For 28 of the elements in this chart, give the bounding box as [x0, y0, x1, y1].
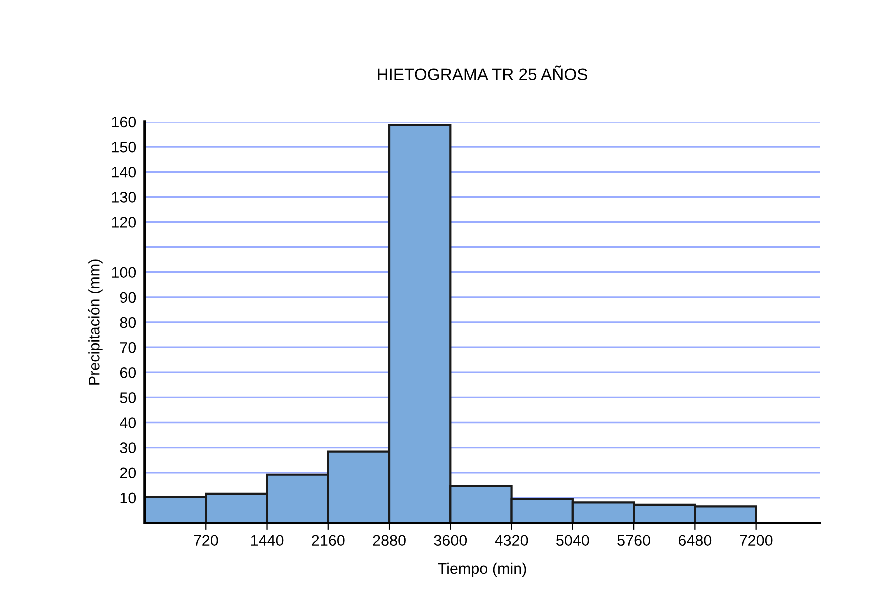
- y-axis-title: Precipitación (mm): [88, 260, 103, 385]
- x-tick-label: 720: [194, 535, 218, 546]
- y-tick-label: 150: [112, 142, 136, 153]
- y-tick-label: 50: [120, 392, 136, 404]
- y-tick-label: 60: [120, 367, 136, 378]
- x-tick-label: 2160: [312, 535, 345, 546]
- x-tick-label: 5760: [618, 535, 650, 546]
- x-tick-label: 2880: [373, 535, 406, 546]
- y-tick-label: 100: [112, 267, 136, 278]
- y-tick-label: 140: [112, 166, 136, 178]
- x-axis-title: Tiempo (min): [438, 562, 526, 578]
- y-tick-label: 80: [120, 317, 136, 328]
- y-tick-label: 40: [120, 418, 136, 428]
- y-tick-label: 10: [120, 492, 136, 504]
- y-tick-label: 30: [120, 442, 136, 454]
- y-tick-label: 20: [120, 468, 136, 479]
- y-tick-label: 120: [112, 217, 136, 228]
- x-tick-label: 3600: [434, 535, 468, 546]
- x-tick-label: 6480: [678, 535, 712, 546]
- x-tick-label: 1440: [251, 535, 284, 546]
- y-tick-label: 160: [112, 116, 136, 128]
- chart-title: HIETOGRAMA TR 25 AÑOS: [378, 66, 588, 80]
- y-tick-label: 70: [120, 342, 136, 354]
- x-tick-label: 5040: [556, 535, 590, 546]
- x-tick-label: 4320: [495, 535, 528, 546]
- x-tick-label: 7200: [740, 535, 773, 546]
- y-tick-label: 90: [120, 292, 136, 304]
- y-tick-label: 130: [112, 192, 136, 203]
